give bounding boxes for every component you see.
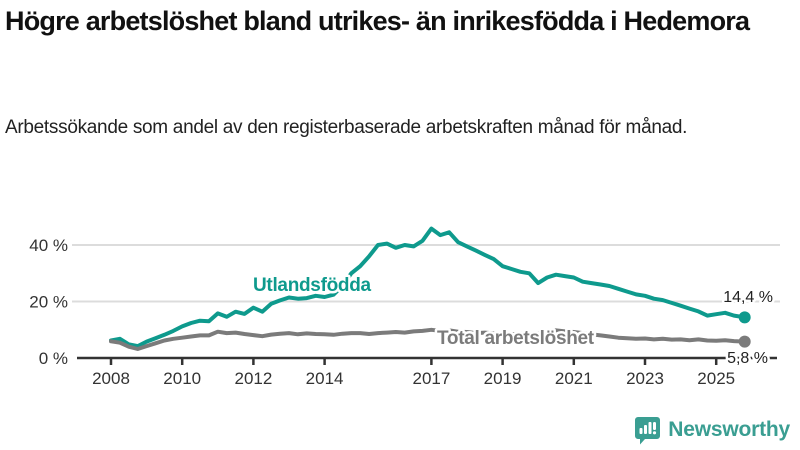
y-tick-label-20: 20 %	[29, 293, 68, 312]
x-tick-label-2023: 2023	[626, 369, 664, 388]
newsworthy-wordmark: Newsworthy	[668, 418, 790, 441]
end-value-label-total: 5,8 %	[727, 350, 768, 367]
series-end-dot-total	[738, 335, 751, 348]
x-tick-label-2008: 2008	[92, 369, 130, 388]
x-tick-label-2017: 2017	[412, 369, 450, 388]
x-tick-label-2010: 2010	[163, 369, 201, 388]
line-chart: 0 % 20 % 40 % 2008 2010 2012 2014 2017 2019 2021 2…	[29, 226, 780, 388]
series-label-utlandsfodda: Utlandsfödda	[253, 275, 372, 296]
series-label-total: Total arbetslöshet	[437, 328, 595, 349]
series-line-utlandsfodda	[109, 226, 747, 349]
x-tick-label-2025: 2025	[697, 369, 735, 388]
chart-subtitle: Arbetssökande som andel av den registerb…	[5, 117, 688, 138]
x-tick-label-2021: 2021	[555, 369, 593, 388]
x-tick-label-2019: 2019	[484, 369, 522, 388]
y-tick-label-0: 0 %	[39, 349, 68, 368]
y-tick-label-40: 40 %	[29, 236, 68, 255]
newsworthy-logo-icon	[634, 416, 661, 445]
chart-title: Högre arbetslöshet bland utrikes- än inr…	[5, 6, 750, 36]
x-tick-label-2012: 2012	[234, 369, 272, 388]
end-value-label-utlandsfodda: 14,4 %	[723, 289, 773, 306]
x-tick-label-2014: 2014	[306, 369, 344, 388]
series-line-total	[109, 327, 747, 351]
newsworthy-brand-link[interactable]: Newsworthy	[634, 414, 790, 446]
series-end-dot-utlandsfodda	[738, 311, 751, 324]
